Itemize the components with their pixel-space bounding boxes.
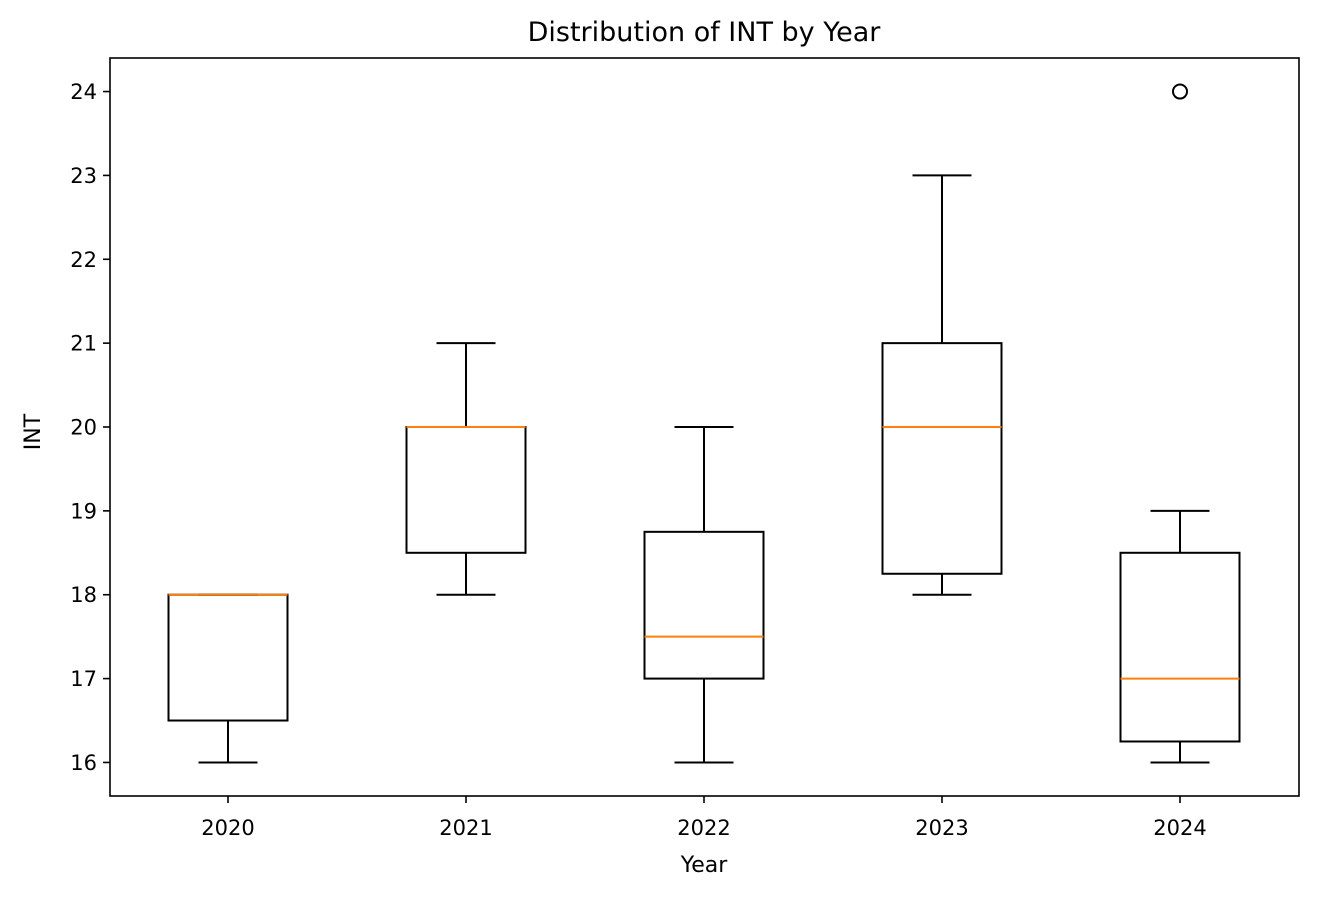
y-tick-label: 20: [70, 416, 97, 440]
y-tick-label: 17: [70, 667, 97, 691]
x-tick-label: 2024: [1153, 816, 1206, 840]
x-tick-label: 2020: [201, 816, 254, 840]
x-tick-label: 2023: [915, 816, 968, 840]
chart-title: Distribution of INT by Year: [528, 17, 882, 48]
plot-frame: [109, 57, 1300, 797]
y-axis-label: INT: [21, 413, 46, 450]
box-iqr: [881, 342, 1003, 575]
box-iqr: [405, 426, 527, 554]
y-tick-label: 23: [70, 164, 97, 188]
x-axis-label: Year: [680, 853, 729, 878]
x-tick-label: 2021: [439, 816, 492, 840]
box-iqr: [167, 593, 289, 722]
y-tick-label: 22: [70, 248, 97, 272]
y-tick-label: 19: [70, 499, 97, 523]
box-iqr: [643, 530, 765, 680]
y-tick-label: 24: [70, 80, 97, 104]
x-tick-label: 2022: [677, 816, 730, 840]
y-tick-label: 21: [70, 332, 97, 356]
outlier-point: [1172, 83, 1188, 100]
y-tick-label: 18: [70, 583, 97, 607]
box-iqr: [1119, 551, 1241, 743]
y-tick-label: 16: [70, 751, 97, 775]
